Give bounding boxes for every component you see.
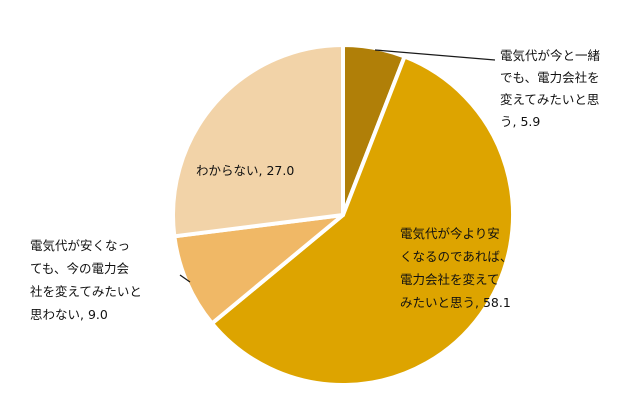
slice-label-3: 電気代が安くなっても、今の電力会社を変えてみたいと思わない, 9.0: [30, 238, 142, 322]
pie-slice-4: [171, 43, 345, 239]
slice-label-line: 電気代が安くなっ: [30, 238, 130, 253]
slice-label-line: くなるのであれば、: [400, 249, 512, 264]
slice-label-line: 社を変えてみたいと: [30, 284, 142, 299]
leader-line-1: [374, 49, 496, 61]
pie-slice-2: [210, 54, 515, 387]
slice-label-line: ても、今の電力会: [30, 261, 130, 276]
slice-label-line: みたいと思う, 58.1: [400, 295, 511, 310]
labels-layer: 電気代が今と一緒でも、電力会社を変えてみたいと思う, 5.9 電気代が今より安くな…: [30, 48, 601, 322]
slice-label-2: 電気代が今より安くなるのであれば、電力会社を変えてみたいと思う, 58.1: [400, 226, 512, 310]
leader-lines-layer: [179, 49, 496, 283]
leader-line-3: [179, 274, 191, 283]
slice-label-line: 電力会社を変えて: [400, 272, 499, 287]
slice-label-line: 変えてみたいと思: [500, 92, 599, 107]
slices-layer: [171, 43, 515, 387]
slice-label-line: でも、電力会社を: [500, 70, 600, 85]
slice-label-line: 思わない, 9.0: [30, 307, 108, 322]
slice-label-line: 電気代が今と一緒: [500, 48, 601, 63]
slice-label-4: わからない, 27.0: [196, 163, 294, 178]
slice-label-1: 電気代が今と一緒でも、電力会社を変えてみたいと思う, 5.9: [500, 48, 601, 129]
slice-label-line: う, 5.9: [500, 114, 540, 129]
slice-label-line: 電気代が今より安: [400, 226, 500, 241]
slice-label-line: わからない, 27.0: [196, 163, 294, 178]
